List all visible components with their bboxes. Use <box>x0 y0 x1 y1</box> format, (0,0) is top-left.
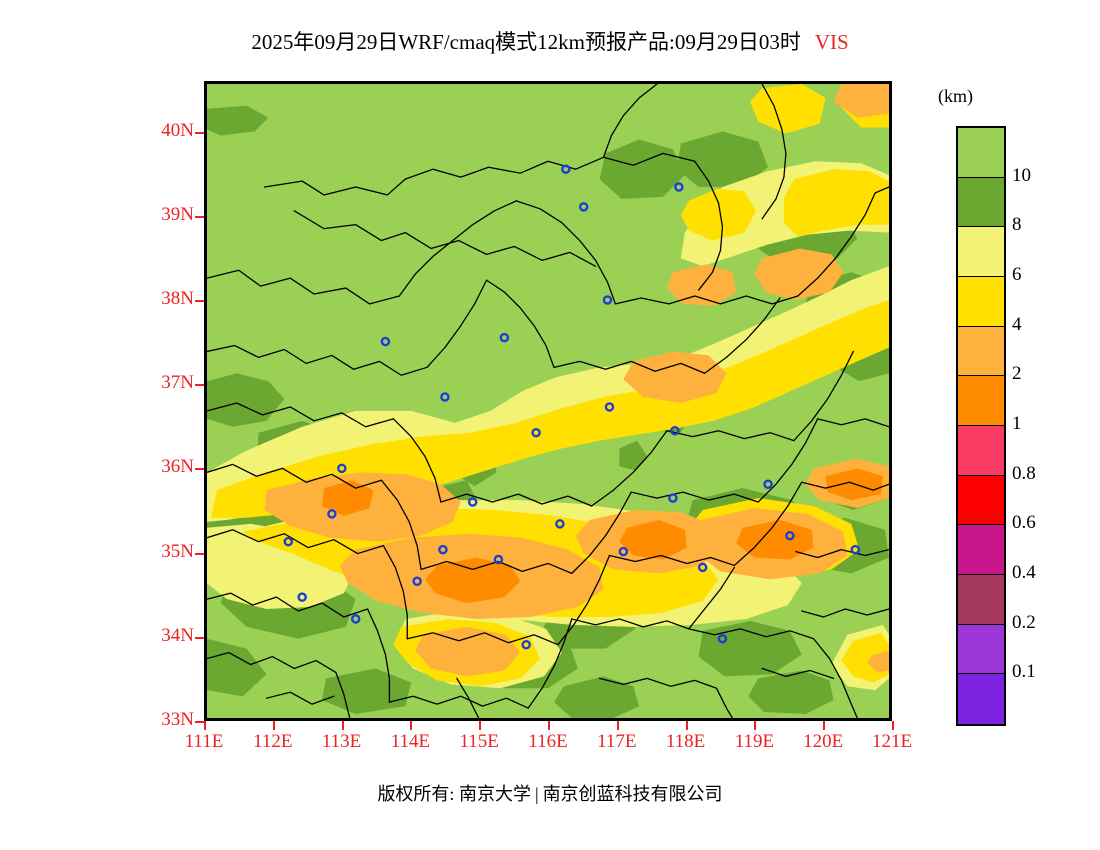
region-1to2km <box>321 468 884 604</box>
colorbar-tick-label: 6 <box>1012 264 1022 285</box>
y-axis-label: 35N <box>161 540 194 562</box>
map-plot-area[interactable] <box>204 81 892 721</box>
x-axis-label: 118E <box>665 731 706 752</box>
x-axis-tick <box>548 721 550 730</box>
x-axis-tick <box>272 721 275 730</box>
y-axis-label: 37N <box>161 372 194 394</box>
colorbar-band[interactable] <box>958 624 1004 675</box>
colorbar-tick-label: 0.1 <box>1012 661 1036 683</box>
footer-owner: 版权所有: 南京大学 <box>377 784 531 804</box>
colorbar-band[interactable] <box>958 227 1004 277</box>
colorbar-tick-label: 0.6 <box>1012 512 1036 534</box>
y-axis-label: 38N <box>161 287 194 309</box>
y-axis-tick <box>195 384 204 387</box>
x-axis-tick <box>616 721 619 730</box>
footer-company: 南京创蓝科技有限公司 <box>542 784 723 804</box>
colorbar-band[interactable] <box>958 276 1004 327</box>
colorbar-tick-label: 0.8 <box>1012 462 1036 484</box>
chart-title-variable: VIS <box>814 30 849 54</box>
colorbar-band[interactable] <box>958 574 1004 625</box>
y-axis-tick <box>195 721 204 723</box>
x-axis-tick <box>410 721 413 730</box>
x-axis-label: 115E <box>459 731 499 752</box>
colorbar-tick-label: 4 <box>1012 313 1022 335</box>
colorbar-band[interactable] <box>958 525 1004 575</box>
x-axis-label: 121E <box>871 731 913 752</box>
colorbar-band[interactable] <box>958 674 1004 724</box>
y-axis-label: 36N <box>161 456 194 478</box>
y-axis-label: 40N <box>161 119 194 141</box>
province-boundaries <box>207 84 889 718</box>
colorbar-unit-label: (km) <box>938 86 973 106</box>
colorbar-tick-label: 0.2 <box>1012 611 1036 633</box>
footer-copyright: 版权所有: 南京大学 | 南京创蓝科技有限公司 <box>0 780 1100 806</box>
colorbar-band[interactable] <box>958 376 1004 426</box>
colorbar-tick-label: 1 <box>1012 413 1022 434</box>
colorbar-band[interactable] <box>958 128 1004 178</box>
visibility-contour-map <box>207 84 889 718</box>
colorbar[interactable] <box>956 126 1006 726</box>
x-axis-tick <box>754 721 757 730</box>
y-axis-label: 33N <box>161 709 194 730</box>
y-axis-tick <box>195 468 204 471</box>
x-axis-tick <box>823 721 826 730</box>
footer-separator: | <box>534 784 539 804</box>
x-axis-tick <box>892 721 894 730</box>
y-axis-tick <box>195 552 204 555</box>
y-axis-tick <box>195 215 204 218</box>
colorbar-band[interactable] <box>958 425 1004 476</box>
chart-title: 2025年09月29日WRF/cmaq模式12km预报产品:09月29日03时 V… <box>0 26 1100 56</box>
y-axis-label: 39N <box>161 203 194 225</box>
x-axis-label: 112E <box>253 731 293 752</box>
x-axis-label: 111E <box>184 731 224 752</box>
colorbar-tick-label: 0.4 <box>1012 562 1036 583</box>
colorbar-band[interactable] <box>958 177 1004 228</box>
x-axis-label: 116E <box>528 731 568 752</box>
x-axis-label: 119E <box>734 731 775 752</box>
x-axis-label: 113E <box>321 731 362 752</box>
x-axis-tick <box>341 721 344 730</box>
x-axis-tick <box>479 721 482 730</box>
x-axis-tick <box>685 721 688 730</box>
x-axis-label: 120E <box>803 731 844 752</box>
colorbar-tick-label: 2 <box>1012 363 1022 385</box>
x-axis-label: 117E <box>597 731 637 752</box>
colorbar-band[interactable] <box>958 326 1004 377</box>
x-axis-label: 114E <box>390 731 431 752</box>
y-axis-tick <box>195 636 204 639</box>
colorbar-tick-label: 10 <box>1012 164 1031 186</box>
x-axis-tick <box>204 721 206 730</box>
station-markers <box>283 164 861 650</box>
colorbar-tick-label: 8 <box>1012 214 1022 236</box>
y-axis-label: 34N <box>161 624 194 646</box>
colorbar-band[interactable] <box>958 475 1004 526</box>
y-axis-tick <box>195 299 204 302</box>
y-axis-tick <box>195 131 204 134</box>
chart-title-main: 2025年09月29日WRF/cmaq模式12km预报产品:09月29日03时 <box>251 30 801 54</box>
